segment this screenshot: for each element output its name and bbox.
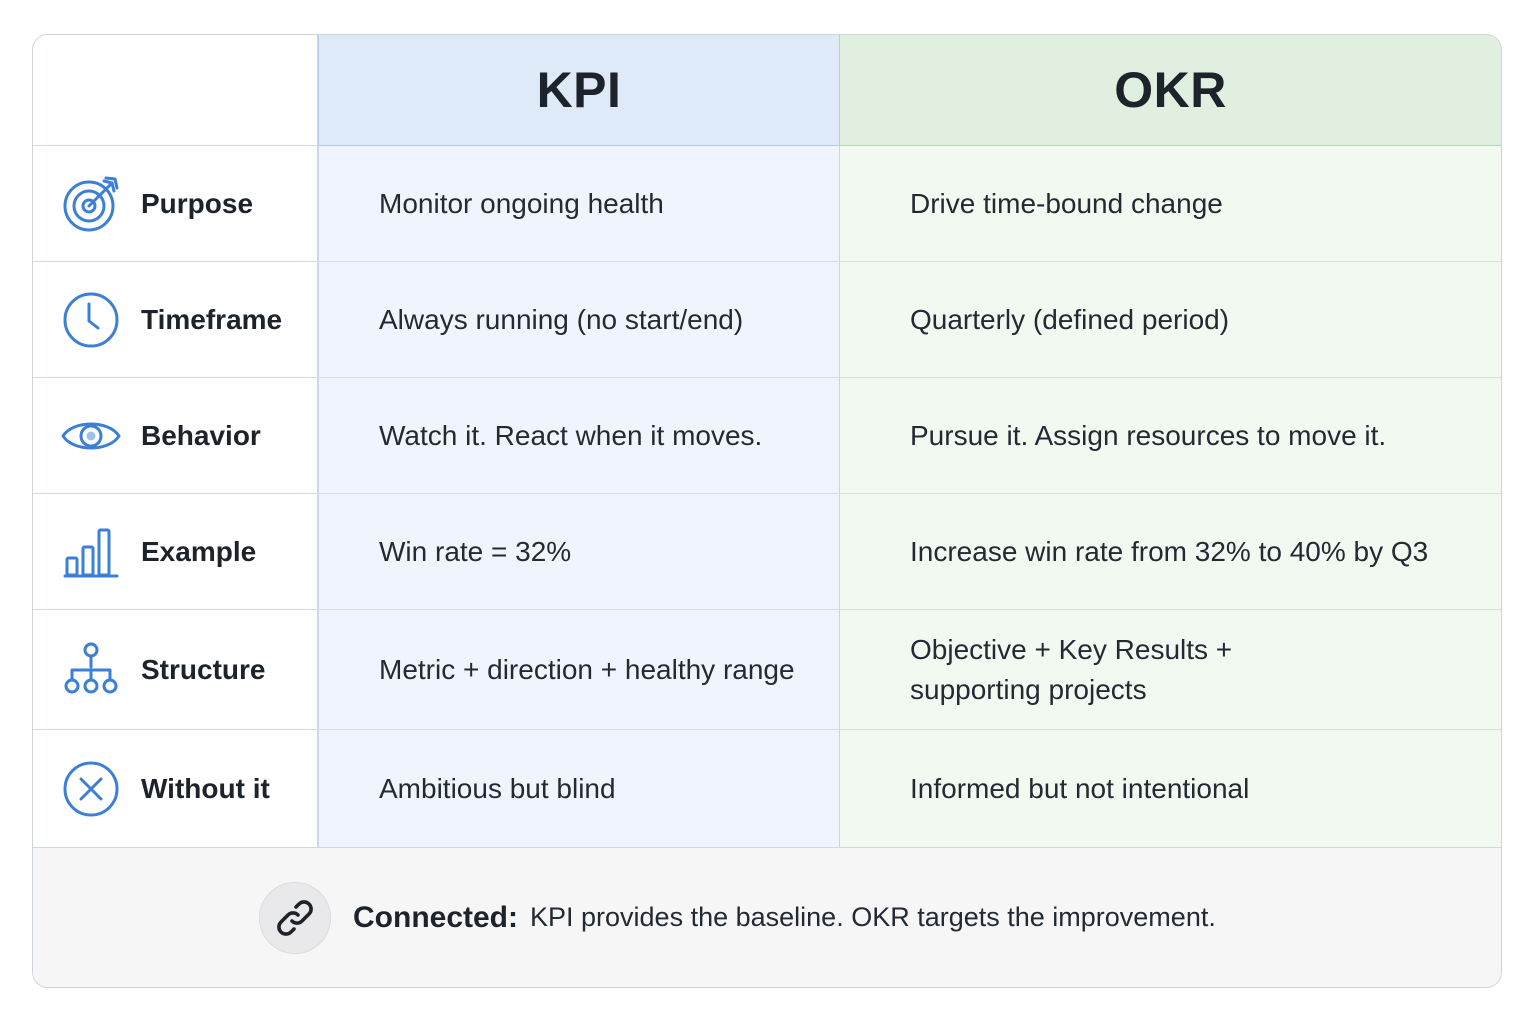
row-label-without-it: Without it xyxy=(33,730,318,849)
row-label-text: Purpose xyxy=(141,187,254,219)
link-icon xyxy=(259,881,331,954)
kpi-cell-example: Win rate = 32% xyxy=(318,494,840,610)
okr-value: Pursue it. Assign resources to move it. xyxy=(910,419,1387,451)
okr-cell-timeframe: Quarterly (defined period) xyxy=(840,262,1501,378)
row-label-purpose: Purpose xyxy=(33,146,318,262)
kpi-value: Ambitious but blind xyxy=(379,773,616,804)
footer-label: Connected: xyxy=(353,900,518,934)
row-label-structure: Structure xyxy=(33,610,318,730)
kpi-value: Monitor ongoing health xyxy=(379,187,664,219)
row-label-text: Timeframe xyxy=(141,303,283,335)
comparison-table: KPI OKR Purpose Monitor ongoing health xyxy=(33,35,1501,849)
kpi-cell-behavior: Watch it. React when it moves. xyxy=(318,378,840,494)
hierarchy-icon xyxy=(61,640,121,700)
okr-value-line-1: Objective + Key Results + xyxy=(910,633,1233,665)
okr-cell-example: Increase win rate from 32% to 40% by Q3 xyxy=(840,494,1501,610)
okr-column-header: OKR xyxy=(840,35,1501,146)
kpi-cell-structure: Metric + direction + healthy range xyxy=(318,610,840,730)
kpi-value: Metric + direction + healthy range xyxy=(379,653,795,685)
eye-icon xyxy=(61,406,121,466)
row-label-behavior: Behavior xyxy=(33,378,318,494)
okr-value: Objective + Key Results + supporting pro… xyxy=(910,630,1232,710)
kpi-cell-without-it: Ambitious but blind xyxy=(318,730,840,849)
kpi-value: Win rate = 32% xyxy=(379,535,572,567)
bar-chart-icon xyxy=(61,522,121,582)
footer-text: KPI provides the baseline. OKR targets t… xyxy=(530,902,1216,932)
row-label-text: Without it xyxy=(141,773,270,804)
kpi-cell-purpose: Monitor ongoing health xyxy=(318,146,840,262)
okr-value: Drive time-bound change xyxy=(910,187,1223,219)
okr-cell-structure: Objective + Key Results + supporting pro… xyxy=(840,610,1501,730)
okr-header-title: OKR xyxy=(1114,62,1227,118)
kpi-value: Always running (no start/end) xyxy=(379,303,744,335)
okr-value: Increase win rate from 32% to 40% by Q3 xyxy=(910,535,1429,567)
row-label-text: Structure xyxy=(141,653,266,685)
okr-value-line-2: supporting projects xyxy=(910,673,1147,705)
kpi-header-title: KPI xyxy=(536,62,622,118)
okr-cell-behavior: Pursue it. Assign resources to move it. xyxy=(840,378,1501,494)
kpi-column-header: KPI xyxy=(318,35,840,146)
clock-icon xyxy=(61,290,121,350)
okr-value: Quarterly (defined period) xyxy=(910,303,1230,335)
x-circle-icon xyxy=(61,759,121,819)
kpi-cell-timeframe: Always running (no start/end) xyxy=(318,262,840,378)
okr-cell-purpose: Drive time-bound change xyxy=(840,146,1501,262)
okr-value: Informed but not intentional xyxy=(910,773,1250,804)
row-label-example: Example xyxy=(33,494,318,610)
row-label-timeframe: Timeframe xyxy=(33,262,318,378)
row-label-text: Example xyxy=(141,535,257,567)
target-icon xyxy=(61,174,121,234)
comparison-card: KPI OKR Purpose Monitor ongoing health xyxy=(32,34,1502,988)
header-blank-cell xyxy=(33,35,318,146)
row-label-text: Behavior xyxy=(141,419,261,451)
connected-footer: Connected: KPI provides the baseline. OK… xyxy=(33,847,1501,987)
okr-cell-without-it: Informed but not intentional xyxy=(840,730,1501,849)
kpi-value: Watch it. React when it moves. xyxy=(379,419,763,451)
